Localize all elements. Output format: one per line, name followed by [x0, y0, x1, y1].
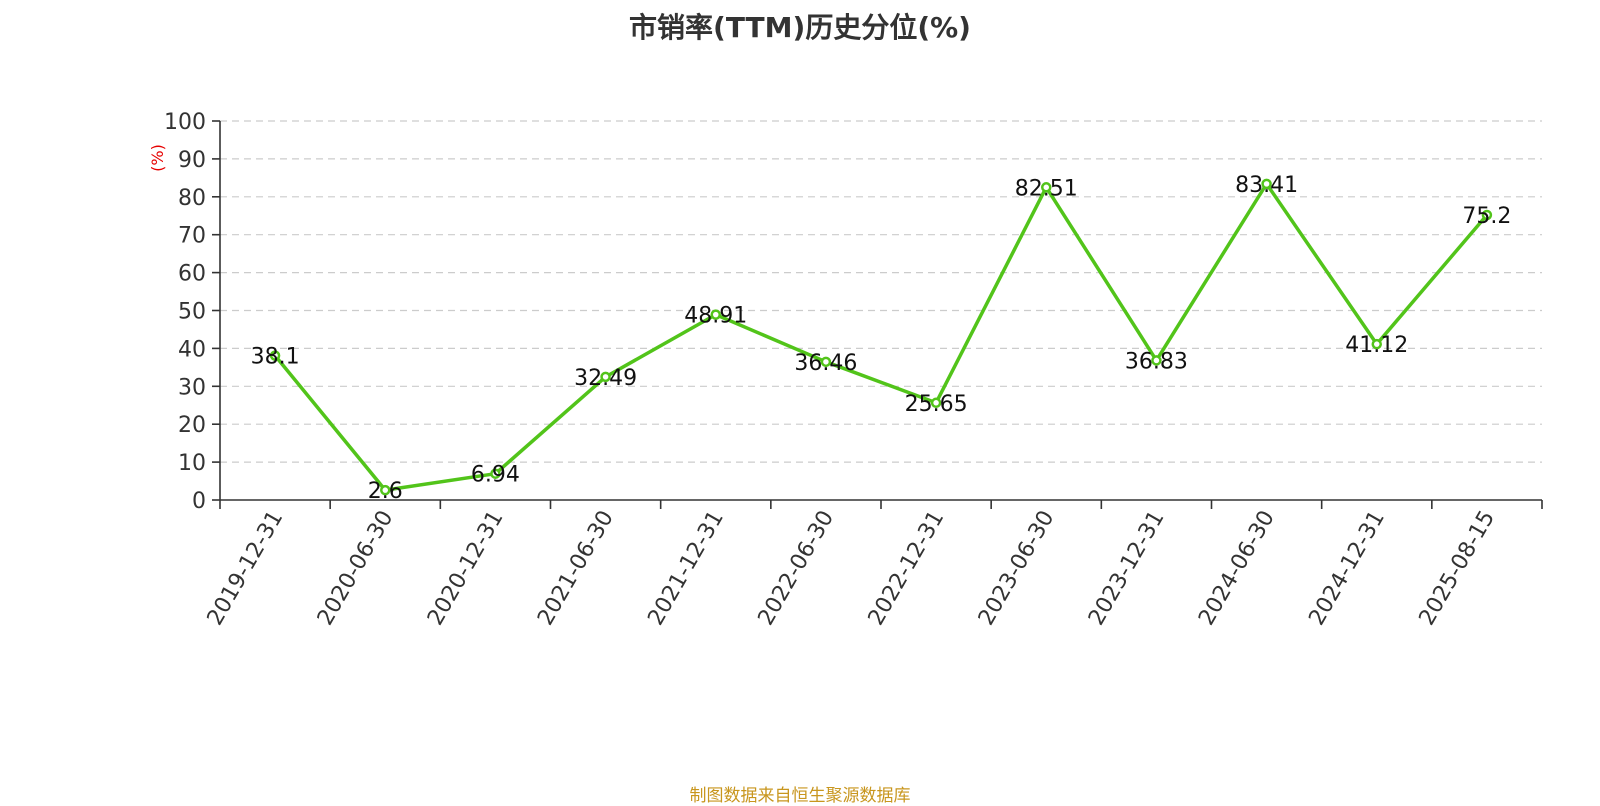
x-tick-label: 2021-12-31	[643, 507, 729, 630]
data-label: 48.91	[684, 304, 747, 329]
data-point	[269, 350, 281, 361]
data-label: 2.6	[368, 479, 403, 504]
series-layer	[269, 178, 1493, 496]
y-tick-label: 40	[178, 337, 206, 362]
y-tick-label: 80	[178, 186, 206, 211]
data-point	[1481, 209, 1493, 221]
x-tick-label: 2025-08-15	[1415, 507, 1501, 630]
data-point	[710, 309, 721, 320]
source-note: 制图数据来自恒生聚源数据库	[689, 786, 911, 806]
data-point	[1371, 338, 1382, 350]
x-tick-label: 2024-06-30	[1194, 507, 1280, 630]
data-label: 36.83	[1125, 349, 1188, 374]
x-tick-label: 2021-06-30	[533, 507, 619, 630]
chart-title: 市销率(TTM)历史分位(%)	[629, 11, 971, 44]
data-point	[1261, 178, 1272, 190]
y-tick-label: 30	[178, 375, 206, 400]
data-point	[930, 397, 942, 409]
y-tick-label: 10	[178, 451, 206, 476]
x-tick-label: 2020-12-31	[423, 507, 509, 630]
x-tick-label: 2023-06-30	[974, 507, 1060, 630]
data-point	[1041, 182, 1052, 193]
data-label: 32.49	[574, 366, 637, 391]
data-point	[820, 356, 832, 368]
data-label: 6.94	[471, 463, 520, 488]
data-label: 75.2	[1462, 204, 1511, 229]
x-tick-label: 2022-06-30	[754, 507, 840, 630]
y-tick-label: 50	[178, 300, 206, 325]
x-tick-label: 2020-06-30	[313, 507, 399, 630]
x-tick-label: 2019-12-31	[203, 507, 289, 630]
x-tick-label: 2022-12-31	[864, 507, 950, 630]
data-label: 82.51	[1015, 176, 1078, 201]
data-point	[600, 371, 611, 383]
y-tick-label: 0	[192, 489, 206, 514]
data-point	[1151, 355, 1162, 366]
data-label: 38.1	[251, 345, 300, 370]
data-label: 36.46	[794, 351, 857, 376]
y-axis-label: (%)	[148, 144, 167, 172]
series-line	[273, 182, 1489, 492]
x-tick-label: 2024-12-31	[1304, 507, 1390, 630]
data-label: 83.41	[1235, 173, 1298, 198]
data-point	[490, 468, 501, 479]
data-label: 41.12	[1345, 333, 1408, 358]
y-tick-label: 20	[178, 413, 206, 438]
x-tick-label: 2023-12-31	[1084, 507, 1170, 630]
y-tick-label: 90	[178, 148, 206, 173]
data-labels: 38.1 2.6 6.94 32.49 48.91 36.46 25.65 82.51 36.8…	[251, 173, 1512, 504]
data-label: 25.65	[905, 392, 968, 417]
y-tick-label: 100	[164, 110, 206, 135]
y-tick-label: 60	[178, 262, 206, 287]
y-tick-label: 70	[178, 224, 206, 249]
data-point	[380, 484, 391, 496]
grid-lines	[220, 120, 1542, 463]
